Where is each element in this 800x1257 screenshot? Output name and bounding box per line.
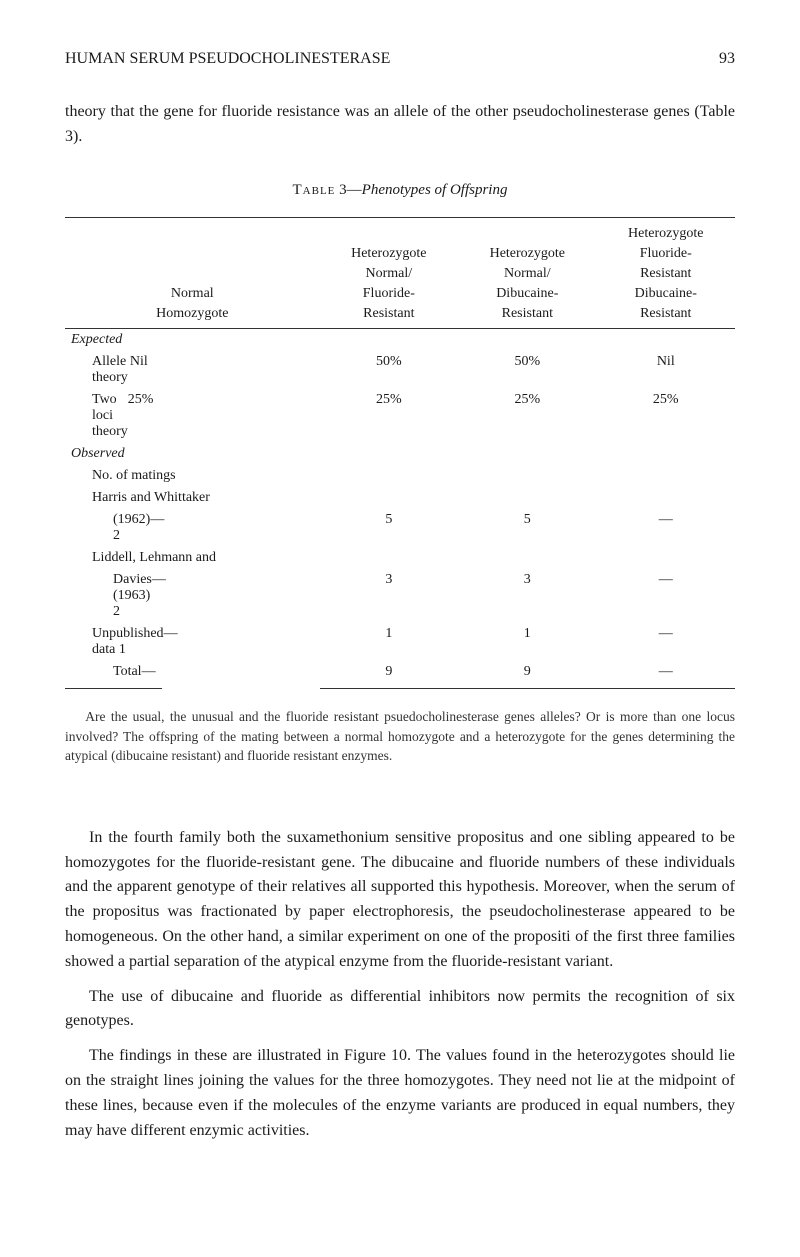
data-cell: — <box>597 569 735 623</box>
table-row: Liddell, Lehmann and <box>65 547 735 569</box>
col-header: Heterozygote <box>320 244 458 264</box>
row-label-cell: Expected <box>65 328 320 351</box>
row-label-cell: Observed <box>65 443 320 465</box>
col-header: Dibucaine- <box>597 284 735 304</box>
data-cell: — <box>597 509 735 547</box>
col-header: Resistant <box>597 304 735 329</box>
col-header <box>458 217 596 244</box>
col-header: Heterozygote <box>597 217 735 244</box>
intro-paragraph: theory that the gene for fluoride resist… <box>65 100 735 150</box>
data-cell <box>320 443 458 465</box>
data-cell: 5 <box>320 509 458 547</box>
data-cell <box>458 328 596 351</box>
table-row: Observed <box>65 443 735 465</box>
data-cell <box>458 487 596 509</box>
table-caption-prefix: Table <box>293 182 336 198</box>
table-row: No. of matings <box>65 465 735 487</box>
row-label-cell: Allele theoryNil <box>65 351 162 389</box>
data-cell <box>597 465 735 487</box>
row-label-cell: Two loci theory25% <box>65 389 162 443</box>
col-header: Normal <box>65 284 320 304</box>
body-paragraph: In the fourth family both the suxamethon… <box>65 826 735 975</box>
data-cell: 3 <box>320 569 458 623</box>
table-caption: Table 3—Phenotypes of Offspring <box>65 182 735 199</box>
col-header <box>65 217 320 244</box>
table-body: ExpectedAllele theoryNil50%50%NilTwo loc… <box>65 328 735 689</box>
table-row: Allele theoryNil50%50%Nil <box>65 351 735 389</box>
col-header: Resistant <box>458 304 596 329</box>
data-cell <box>458 443 596 465</box>
table-caption-title: Phenotypes of Offspring <box>362 182 508 198</box>
row-label-cell: (1962) 2— <box>65 509 162 547</box>
table-row: Harris and Whittaker <box>65 487 735 509</box>
table-header: Heterozygote Heterozygote Heterozygote F… <box>65 217 735 328</box>
data-cell <box>458 465 596 487</box>
data-cell: — <box>597 661 735 689</box>
data-cell: 5 <box>458 509 596 547</box>
data-cell <box>458 547 596 569</box>
page-number: 93 <box>719 50 735 68</box>
col-header: Normal/ <box>458 264 596 284</box>
table-row: Two loci theory25%25%25%25% <box>65 389 735 443</box>
row-label-cell: Unpublished data 1— <box>65 623 162 661</box>
data-cell: 50% <box>320 351 458 389</box>
table-row: Expected <box>65 328 735 351</box>
data-cell: 50% <box>458 351 596 389</box>
table-row: Davies (1963) 2—33— <box>65 569 735 623</box>
phenotypes-table: Heterozygote Heterozygote Heterozygote F… <box>65 217 735 690</box>
table-row: Unpublished data 1—11— <box>65 623 735 661</box>
data-cell: 9 <box>458 661 596 689</box>
data-cell <box>320 547 458 569</box>
row-label-cell: Liddell, Lehmann and <box>65 547 320 569</box>
data-cell: 25% <box>458 389 596 443</box>
col-header: Normal/ <box>320 264 458 284</box>
data-cell <box>597 547 735 569</box>
data-cell: 3 <box>458 569 596 623</box>
table-row: Total—99— <box>65 661 735 689</box>
data-cell: 9 <box>320 661 458 689</box>
data-cell: 1 <box>458 623 596 661</box>
data-cell: Nil <box>597 351 735 389</box>
col-header: Fluoride- <box>320 284 458 304</box>
running-head: HUMAN SERUM PSEUDOCHOLINESTERASE <box>65 50 390 68</box>
col-header: Dibucaine- <box>458 284 596 304</box>
data-cell <box>320 487 458 509</box>
data-cell <box>597 487 735 509</box>
data-cell <box>320 328 458 351</box>
col-header <box>65 264 320 284</box>
col-header: Resistant <box>597 264 735 284</box>
data-cell: — <box>597 623 735 661</box>
col-header <box>320 217 458 244</box>
page-header: HUMAN SERUM PSEUDOCHOLINESTERASE 93 <box>65 50 735 68</box>
data-cell: 25% <box>597 389 735 443</box>
data-cell <box>597 328 735 351</box>
data-cell: 1 <box>320 623 458 661</box>
col-header: Homozygote <box>65 304 320 329</box>
col-header: Resistant <box>320 304 458 329</box>
row-label-cell: Total— <box>65 661 162 689</box>
row-label-cell: No. of matings <box>65 465 320 487</box>
body-paragraph: The use of dibucaine and fluoride as dif… <box>65 985 735 1035</box>
body-paragraph: The findings in these are illustrated in… <box>65 1044 735 1143</box>
table-row: (1962) 2—55— <box>65 509 735 547</box>
row-label-cell: Harris and Whittaker <box>65 487 320 509</box>
col-header <box>65 244 320 264</box>
col-header: Heterozygote <box>458 244 596 264</box>
table-footnote: Are the usual, the unusual and the fluor… <box>65 707 735 766</box>
col-header: Fluoride- <box>597 244 735 264</box>
row-label-cell: Davies (1963) 2— <box>65 569 162 623</box>
table-caption-number: 3— <box>335 182 361 198</box>
data-cell <box>320 465 458 487</box>
data-cell: 25% <box>320 389 458 443</box>
data-cell <box>597 443 735 465</box>
